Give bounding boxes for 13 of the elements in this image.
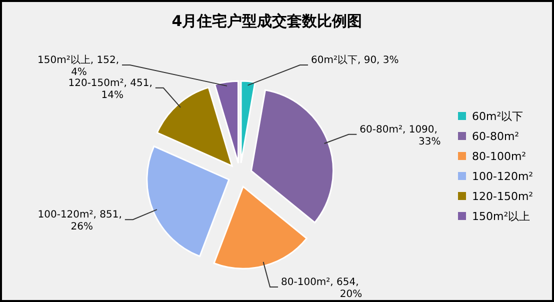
chart-title: 4月住宅户型成交套数比例图	[172, 12, 362, 30]
data-label: 150m²以上, 152, 4%	[38, 54, 119, 78]
legend-label: 60m²以下	[472, 110, 524, 123]
data-label: 60-80m², 1090, 33%	[360, 124, 441, 148]
legend-label: 80-100m²	[472, 150, 526, 163]
legend-label: 60-80m²	[472, 130, 520, 143]
legend-label: 150m²以上	[472, 210, 530, 223]
data-label: 100-120m², 851, 26%	[38, 210, 122, 233]
data-label: 120-150m², 451, 14%	[68, 78, 152, 101]
data-label: 80-100m², 654, 20%	[281, 277, 362, 300]
legend-label: 120-150m²	[472, 190, 534, 203]
data-label: 60m²以下, 90, 3%	[311, 54, 399, 66]
legend-label: 100-120m²	[472, 170, 534, 183]
